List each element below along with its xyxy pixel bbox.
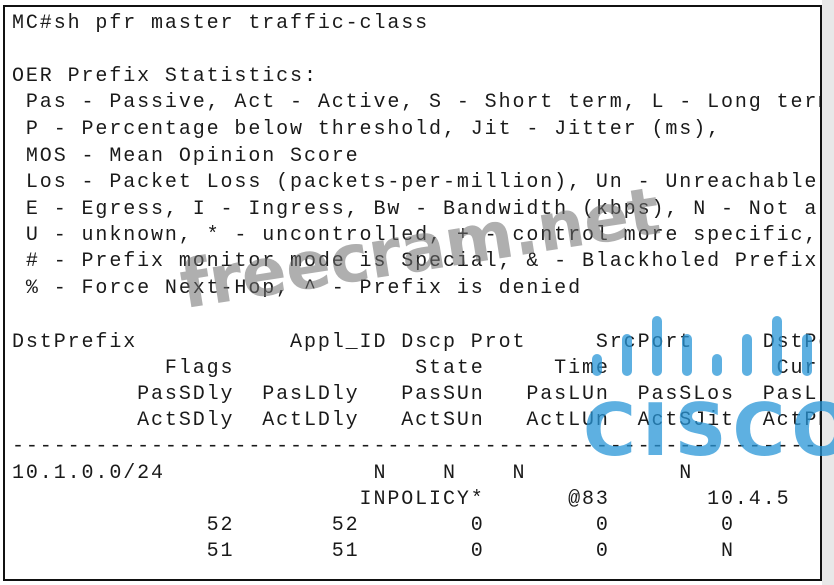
terminal-line: # - Prefix monitor mode is Special, & - … xyxy=(12,250,819,273)
terminal-line: ActSDly ActLDly ActSUn ActLUn ActSJit Ac… xyxy=(12,409,822,432)
terminal-line: Los - Packet Loss (packets-per-million),… xyxy=(12,171,819,194)
terminal-line: MC#sh pfr master traffic-class xyxy=(12,12,430,35)
window-edge xyxy=(822,0,834,585)
terminal-line: MOS - Mean Opinion Score xyxy=(12,145,360,168)
terminal-line: PasSDly PasLDly PasSUn PasLUn PasSLos Pa… xyxy=(12,383,822,406)
terminal-line: OER Prefix Statistics: xyxy=(12,65,318,88)
terminal-line: 52 52 0 0 0 xyxy=(12,514,735,537)
terminal-line: 10.1.0.0/24 N N N N xyxy=(12,462,694,485)
watermark-logo-text: cisco xyxy=(583,388,834,472)
terminal-line: U - unknown, * - uncontrolled, + - contr… xyxy=(12,224,819,247)
logo-bars xyxy=(592,316,812,376)
terminal-line: Pas - Passive, Act - Active, S - Short t… xyxy=(12,91,822,114)
terminal-line: % - Force Next-Hop, ^ - Prefix is denied xyxy=(12,277,582,300)
terminal-line: ----------------------------------------… xyxy=(12,435,822,458)
terminal-line: INPOLICY* @83 10.4.5 xyxy=(12,488,791,511)
terminal-window: MC#sh pfr master traffic-class OER Prefix… xyxy=(3,5,822,581)
terminal-line: 51 51 0 0 N xyxy=(12,540,735,563)
terminal-line: E - Egress, I - Ingress, Bw - Bandwidth … xyxy=(12,198,822,221)
terminal-line: P - Percentage below threshold, Jit - Ji… xyxy=(12,118,721,141)
